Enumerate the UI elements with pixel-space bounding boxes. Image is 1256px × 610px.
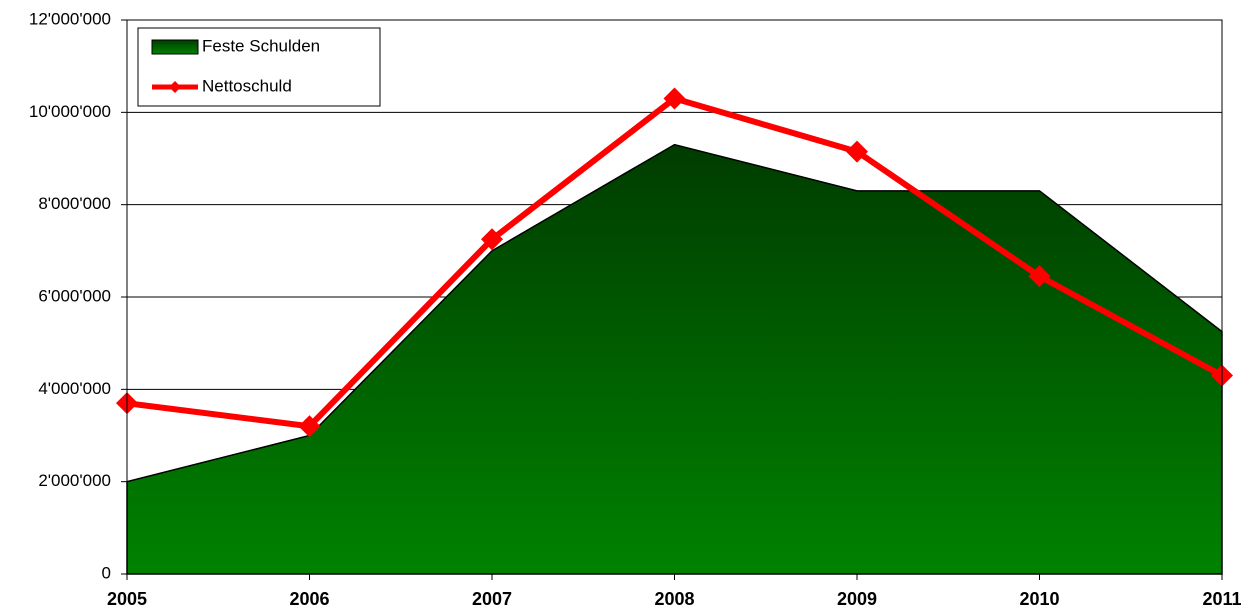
legend-label: Feste Schulden xyxy=(202,36,320,55)
plot xyxy=(116,87,1233,575)
x-tick-label: 2007 xyxy=(472,589,512,609)
marker xyxy=(846,140,868,163)
legend-swatch xyxy=(151,39,199,55)
y-tick-label: 4'000'000 xyxy=(38,379,111,398)
x-tick-label: 2005 xyxy=(107,589,147,609)
axes: 0 2'000'000 4'000'000 6'000'000 8'000'000 10'… xyxy=(29,9,1242,608)
y-tick-label: 10'000'000 xyxy=(29,102,111,121)
x-tick-label: 2008 xyxy=(654,589,694,609)
marker xyxy=(663,87,686,110)
x-tick-label: 2010 xyxy=(1019,589,1059,609)
x-tick-label: 2009 xyxy=(837,589,877,609)
area xyxy=(126,143,1223,575)
x-tick-label: 2011 xyxy=(1202,589,1241,609)
y-tick-label: 2'000'000 xyxy=(38,471,111,490)
y-tick-label: 0 xyxy=(102,563,111,582)
marker xyxy=(1028,265,1051,288)
y-tick-label: 12'000'000 xyxy=(29,9,111,28)
x-tick-label: 2006 xyxy=(289,589,329,609)
legend-label: Nettoschuld xyxy=(202,76,292,95)
marker xyxy=(481,228,503,251)
y-tick-label: 6'000'000 xyxy=(38,286,111,305)
legend: Feste Schulden Nettoschuld xyxy=(137,27,381,107)
legend-marker xyxy=(169,81,181,93)
marker xyxy=(298,415,321,438)
y-tick-label: 8'000'000 xyxy=(38,194,111,213)
